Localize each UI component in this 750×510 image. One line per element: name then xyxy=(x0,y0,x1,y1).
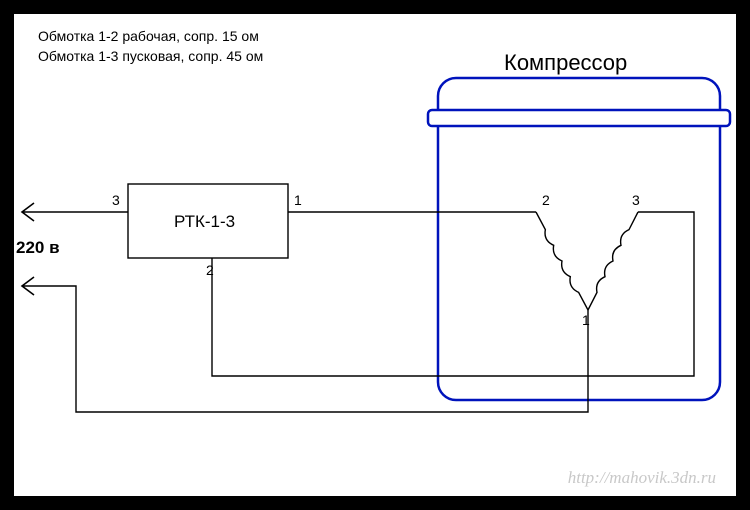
input-arrow-top xyxy=(22,203,54,221)
note-2: Обмотка 1-3 пусковая, сопр. 45 ом xyxy=(38,48,263,64)
compressor-cap xyxy=(428,110,730,126)
terminal-2: 2 xyxy=(542,192,550,208)
diagram-frame: Обмотка 1-2 рабочая, сопр. 15 ом Обмотка… xyxy=(0,0,750,510)
terminal-1: 1 xyxy=(582,312,590,328)
input-arrow-bottom xyxy=(22,277,54,295)
voltage-label: 220 в xyxy=(16,238,60,258)
relay-pin-3: 3 xyxy=(112,192,120,208)
compressor-title: Компрессор xyxy=(504,50,627,76)
note-1: Обмотка 1-2 рабочая, сопр. 15 ом xyxy=(38,28,259,44)
terminal-3: 3 xyxy=(632,192,640,208)
relay-pin-2: 2 xyxy=(206,262,214,278)
relay-label: РТК-1-3 xyxy=(174,212,235,232)
winding-1-3 xyxy=(588,212,638,310)
winding-1-2 xyxy=(536,212,588,310)
watermark: http://mahovik.3dn.ru xyxy=(568,468,716,488)
schematic-svg xyxy=(14,14,736,496)
wire-3 xyxy=(54,286,588,412)
relay-pin-1: 1 xyxy=(294,192,302,208)
